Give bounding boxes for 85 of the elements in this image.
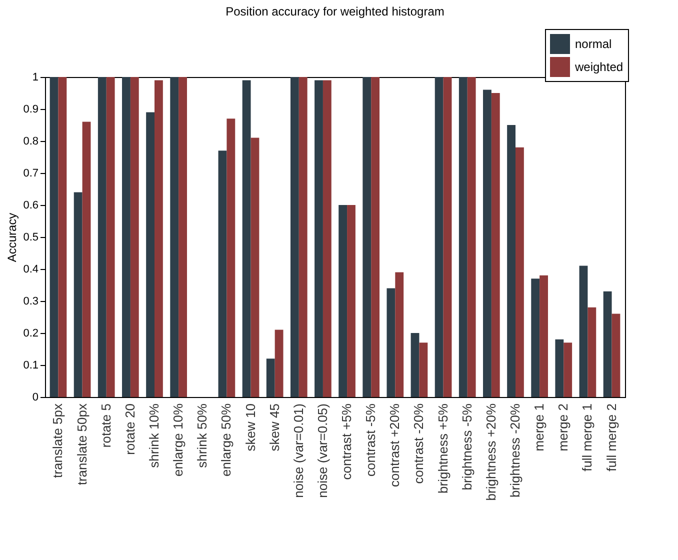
x-tick-label: brightness -20% xyxy=(508,403,522,498)
y-tick-label: 0.2 xyxy=(23,328,38,340)
legend-label: weighted xyxy=(574,60,624,74)
bar xyxy=(386,288,396,397)
bar xyxy=(564,342,572,397)
bar xyxy=(98,77,106,397)
chart-title: Position accuracy for weighted histogram xyxy=(226,4,444,18)
y-tick-label: 0.4 xyxy=(23,264,38,276)
x-tick-label: noise (var=0.05) xyxy=(314,404,330,498)
bar xyxy=(603,291,612,397)
bar xyxy=(443,77,452,397)
bar xyxy=(122,77,130,397)
bar xyxy=(50,77,58,397)
bar xyxy=(434,77,444,397)
bar xyxy=(540,275,548,397)
bar xyxy=(419,342,428,397)
y-tick-label: 0.1 xyxy=(23,360,38,372)
x-tick-label: merge 2 xyxy=(556,404,571,452)
bar xyxy=(531,278,540,397)
bar xyxy=(362,77,372,397)
bar xyxy=(395,272,404,397)
legend-label: normal xyxy=(575,37,612,51)
x-tick-label: translate 50px xyxy=(74,403,90,486)
bar xyxy=(458,77,468,397)
bar xyxy=(516,147,524,397)
bar xyxy=(290,77,299,397)
bar xyxy=(298,77,308,397)
bar xyxy=(338,205,348,397)
x-tick-label: brightness +5% xyxy=(435,403,450,494)
y-tick-label: 0.5 xyxy=(23,232,38,244)
x-tick-label: contrast +20% xyxy=(387,403,402,487)
bar xyxy=(58,77,67,397)
bar xyxy=(314,80,323,397)
bar xyxy=(82,122,91,397)
bar xyxy=(322,80,332,397)
y-tick-label: 0.9 xyxy=(23,104,38,116)
bar xyxy=(467,77,476,397)
y-tick-label: 0 xyxy=(32,392,38,404)
y-tick-label: 1 xyxy=(32,72,38,84)
x-tick-label: shrink 10% xyxy=(146,403,162,468)
y-tick-label: 0.3 xyxy=(23,296,38,308)
bar xyxy=(106,77,115,397)
x-tick-label: translate 5px xyxy=(50,403,66,478)
x-tick-label: noise (var=0.01) xyxy=(290,404,306,498)
x-tick-label: contrast +5% xyxy=(339,403,354,480)
bar xyxy=(410,333,420,397)
bar xyxy=(242,80,251,397)
y-tick-label: 0.6 xyxy=(23,200,38,212)
bar xyxy=(130,77,139,397)
y-axis-title: Accuracy xyxy=(5,212,20,262)
bar xyxy=(579,266,588,397)
bar xyxy=(250,138,260,397)
bar xyxy=(507,125,516,397)
bar xyxy=(178,77,187,397)
bar xyxy=(226,118,236,397)
x-tick-label: contrast -20% xyxy=(411,403,426,484)
bar xyxy=(491,93,500,397)
x-tick-label: contrast -5% xyxy=(363,403,378,476)
x-tick-label: rotate 20 xyxy=(122,404,138,455)
bar xyxy=(154,80,163,397)
bar xyxy=(371,77,380,397)
bar xyxy=(218,150,227,397)
y-tick-label: 0.7 xyxy=(23,168,38,180)
bar xyxy=(347,205,356,397)
x-tick-label: rotate 5 xyxy=(98,404,114,448)
x-tick-label: brightness -5% xyxy=(459,403,474,490)
y-tick-label: 0.8 xyxy=(23,136,38,148)
x-tick-label: full merge 1 xyxy=(580,404,595,472)
bar xyxy=(146,112,154,397)
bar xyxy=(170,77,179,397)
x-tick-label: enlarge 10% xyxy=(170,403,186,476)
bar xyxy=(588,307,596,397)
bar xyxy=(266,358,275,397)
x-tick-label: merge 1 xyxy=(532,404,547,452)
x-tick-label: brightness +20% xyxy=(483,403,498,501)
bar xyxy=(74,192,82,397)
x-tick-label: shrink 50% xyxy=(194,403,210,468)
bar xyxy=(274,330,284,397)
bar xyxy=(483,90,492,397)
x-tick-label: full merge 2 xyxy=(604,404,619,472)
bar xyxy=(555,339,564,397)
x-tick-label: skew 45 xyxy=(266,404,282,452)
x-tick-label: skew 10 xyxy=(242,404,258,452)
bar xyxy=(612,314,620,397)
x-tick-label: enlarge 50% xyxy=(218,403,234,476)
